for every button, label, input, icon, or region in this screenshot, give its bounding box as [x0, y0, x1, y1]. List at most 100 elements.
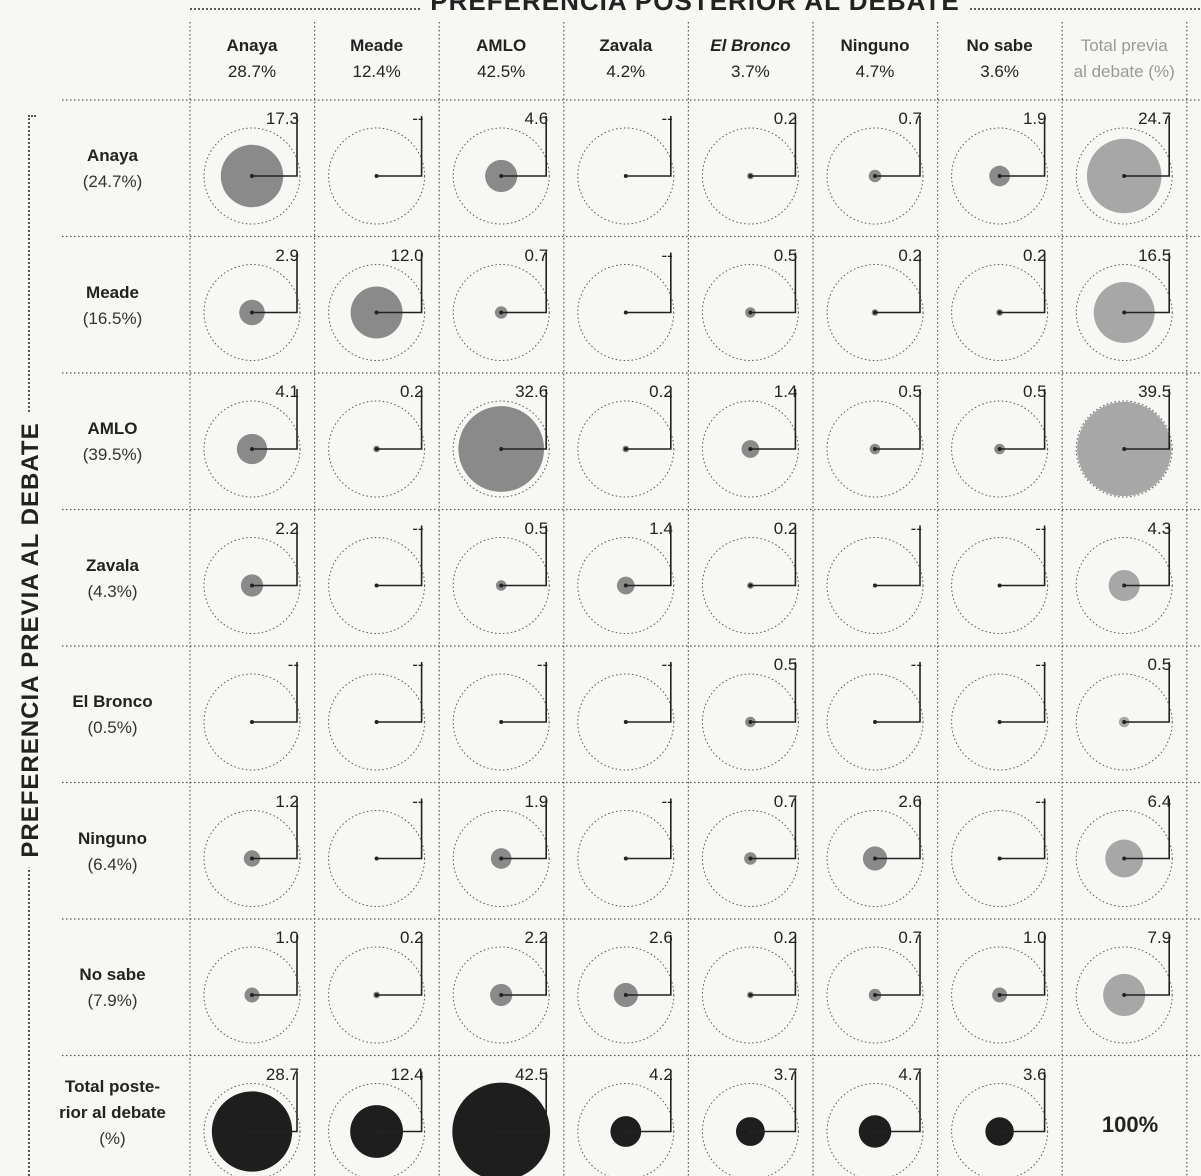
column-header-name: Meade	[350, 36, 404, 55]
value-label: 28.7	[265, 1064, 299, 1084]
center-dot	[873, 310, 877, 315]
value-label: 0.2	[1022, 245, 1047, 265]
value-label: 0.2	[898, 245, 922, 265]
row-header-total-line: (%)	[99, 1128, 126, 1148]
ring-guide	[951, 537, 1049, 634]
row-header: Anaya (24.7%)	[55, 143, 170, 195]
value-label: 24.7	[1138, 109, 1172, 128]
ring-guide	[826, 127, 924, 225]
center-dot	[250, 447, 254, 451]
center-dot	[499, 720, 504, 724]
ring-guide	[328, 400, 426, 498]
column-header-pct: 28.7%	[227, 62, 277, 81]
ring-guide	[826, 264, 924, 361]
value-label: 4.7	[898, 1064, 922, 1084]
leader-line	[252, 525, 298, 587]
leader-line	[252, 1071, 298, 1133]
value-label: --	[412, 109, 424, 128]
ring-guide	[1075, 400, 1173, 498]
row-header-name: Ninguno	[78, 828, 147, 848]
leader-line	[999, 525, 1046, 587]
leader-line	[376, 935, 423, 996]
row-header-pct: (16.5%)	[82, 308, 143, 328]
column-header: AMLO 42.5%	[439, 33, 563, 85]
leader-line	[1124, 935, 1170, 996]
center-dot	[873, 993, 877, 997]
column-header-name: Zavala	[599, 36, 653, 55]
center-dot	[623, 583, 628, 588]
value-label: 2.9	[275, 245, 299, 265]
row-header-total: Total poste-rior al debate (%)	[55, 1074, 170, 1152]
ring-guide	[1075, 264, 1173, 361]
value-label: 4.2	[649, 1064, 673, 1084]
value-label: 2.6	[898, 791, 922, 811]
leader-line	[501, 935, 548, 996]
leader-line	[999, 252, 1046, 314]
ring-guide	[452, 810, 550, 907]
center-dot	[748, 583, 753, 588]
row-header: Meade (16.5%)	[55, 280, 170, 332]
row-header-total-line: Total poste-	[64, 1076, 161, 1096]
value-label: 7.9	[1147, 928, 1172, 947]
value-label: 3.7	[773, 1064, 798, 1084]
leader-line	[1124, 525, 1170, 587]
row-header-name: El Bronco	[72, 692, 153, 711]
leader-line	[501, 389, 548, 450]
leader-line	[625, 389, 672, 450]
leader-line	[625, 116, 672, 177]
ring-guide	[951, 810, 1049, 907]
value-label: --	[910, 518, 922, 538]
center-dot	[1122, 174, 1127, 178]
leader-line	[376, 252, 423, 314]
leader-line	[501, 116, 548, 177]
center-dot	[623, 174, 628, 178]
ring-guide	[203, 264, 301, 361]
row-header-name: No sabe	[79, 965, 146, 984]
center-dot	[250, 310, 254, 315]
value-label: --	[412, 518, 424, 538]
value-label: --	[1035, 655, 1047, 674]
center-dot	[748, 447, 753, 451]
center-dot	[623, 1129, 628, 1134]
value-label: 0.5	[1147, 655, 1172, 674]
ring-guide	[452, 537, 550, 634]
value-label: --	[412, 791, 424, 811]
leader-line	[750, 662, 797, 723]
value-label: 1.9	[524, 791, 549, 811]
value-label: 0.2	[773, 928, 798, 947]
ring-guide	[701, 810, 799, 907]
ring-guide	[951, 946, 1049, 1044]
value-label: 1.4	[773, 382, 798, 401]
leader-line	[501, 798, 548, 860]
leader-line	[875, 1071, 921, 1133]
ring-guide	[1075, 810, 1173, 907]
ring-guide	[328, 264, 426, 361]
column-header-pct: 42.5%	[477, 62, 526, 81]
center-dot	[997, 447, 1002, 451]
leader-line	[376, 389, 423, 450]
value-label: --	[412, 655, 424, 674]
ring-guide	[577, 127, 675, 225]
column-header-name: Ninguno	[840, 36, 910, 55]
leader-line	[625, 525, 672, 587]
value-label: 2.2	[524, 928, 549, 947]
center-dot	[997, 310, 1002, 315]
center-dot	[374, 447, 379, 451]
ring-guide	[452, 673, 550, 771]
value-label: --	[1035, 518, 1047, 538]
center-dot	[250, 993, 254, 997]
column-header-pct: 4.2%	[606, 62, 646, 81]
ring-guide	[826, 946, 924, 1044]
ring-guide	[203, 946, 301, 1044]
center-dot	[1122, 447, 1127, 451]
center-dot	[748, 1129, 753, 1134]
ring-guide	[203, 537, 301, 634]
center-dot	[250, 1129, 254, 1134]
center-dot	[1122, 856, 1127, 861]
ring-guide	[203, 1083, 301, 1176]
value-label: --	[287, 655, 299, 674]
center-dot	[748, 174, 753, 178]
value-label: 3.6	[1022, 1064, 1047, 1084]
ring-guide	[577, 810, 675, 907]
